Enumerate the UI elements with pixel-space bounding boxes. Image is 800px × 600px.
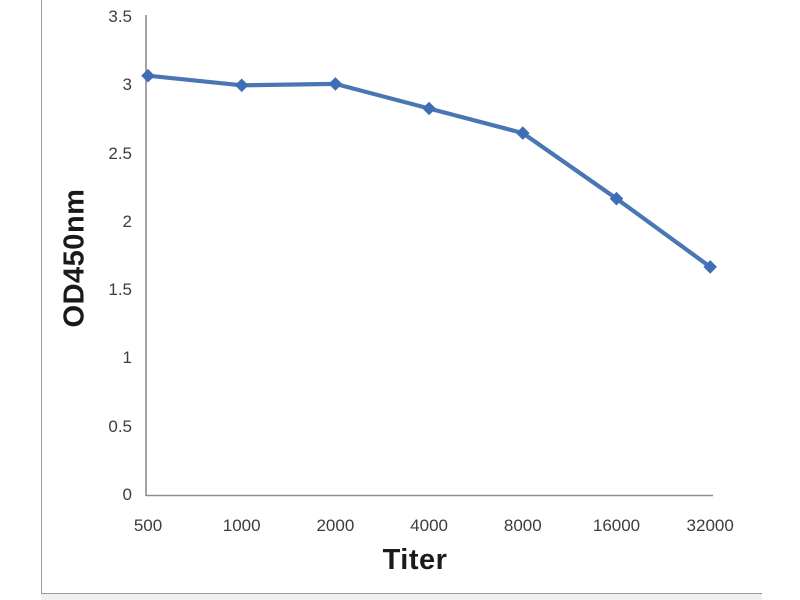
x-tick-label: 500 bbox=[133, 516, 163, 535]
image-border-left bbox=[41, 0, 42, 594]
y-tick-label: 0 bbox=[122, 485, 132, 504]
data-point-marker bbox=[703, 260, 717, 274]
x-axis-title: Titer bbox=[382, 544, 448, 576]
image-border-bottom bbox=[41, 593, 762, 594]
x-tick-label: 32000 bbox=[686, 516, 734, 535]
y-tick-label: 3 bbox=[122, 75, 132, 95]
data-point-marker bbox=[609, 191, 624, 206]
data-point-marker bbox=[328, 77, 343, 91]
y-tick-label: 0.5 bbox=[108, 416, 132, 436]
data-point-marker bbox=[516, 126, 530, 140]
data-point-marker bbox=[141, 68, 155, 83]
y-axis-title: OD450nm bbox=[58, 188, 91, 328]
data-point-marker bbox=[234, 78, 249, 93]
x-tick-label: 8000 bbox=[503, 516, 542, 535]
data-point-marker bbox=[422, 101, 436, 116]
image-border-bottom-shade bbox=[41, 594, 762, 600]
x-tick-label: 2000 bbox=[316, 516, 355, 535]
x-tick-label: 1000 bbox=[222, 516, 261, 535]
x-tick-label: 16000 bbox=[592, 516, 641, 535]
y-tick-label: 2.5 bbox=[108, 143, 132, 163]
y-tick-label: 1.5 bbox=[108, 280, 132, 300]
y-tick-label: 3.5 bbox=[108, 7, 132, 26]
y-tick-label: 1 bbox=[122, 348, 132, 368]
x-tick-label: 4000 bbox=[410, 516, 448, 535]
y-tick-label: 2 bbox=[122, 211, 132, 231]
